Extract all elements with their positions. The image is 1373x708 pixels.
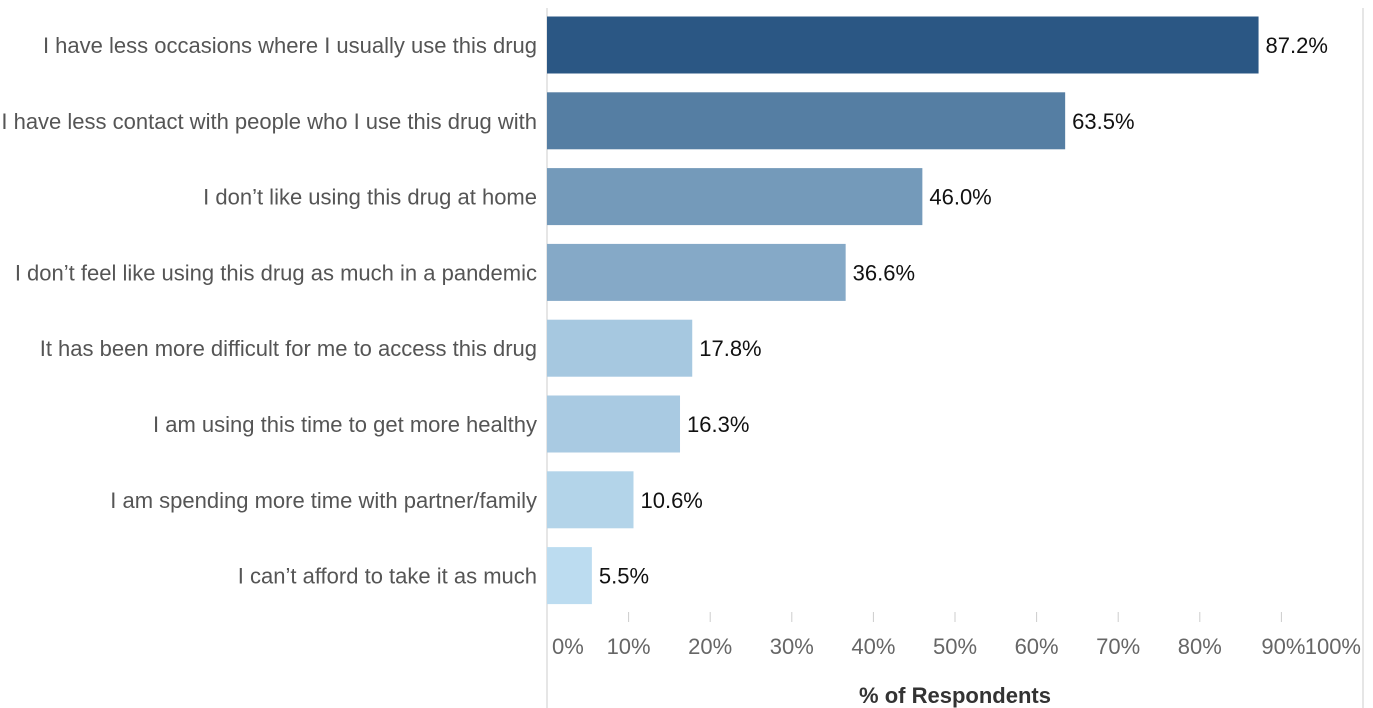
category-label: I can’t afford to take it as much [238,564,537,589]
labels: 0% 10% 20% 30% 40% 50% 60% 70% 80% 90% 100% I have … [1,33,1361,659]
x-tick-label: 50% [933,634,977,659]
x-tick-label: 100% [1305,634,1361,659]
x-tick-label: 70% [1096,634,1140,659]
category-label: I don’t feel like using this drug as muc… [15,260,537,285]
bar [547,547,592,605]
x-axis-title: % of Respondents [859,683,1051,708]
x-tick-label: 80% [1178,634,1222,659]
x-tick-label: 90% [1261,634,1305,659]
category-label: I have less occasions where I usually us… [43,33,537,58]
x-tick-label: 40% [851,634,895,659]
category-label: I am using this time to get more healthy [153,412,537,437]
data-label: 5.5% [599,564,649,589]
category-label: I am spending more time with partner/fam… [110,488,537,513]
bar [547,319,693,377]
bar [547,168,923,226]
bar [547,92,1066,150]
category-label: I don’t like using this drug at home [203,185,537,210]
bars [547,16,1259,605]
data-label: 63.5% [1072,109,1134,134]
x-tick-label: 30% [770,634,814,659]
bar [547,471,634,529]
data-label: 36.6% [853,260,915,285]
x-tick-label: 60% [1015,634,1059,659]
category-label: I have less contact with people who I us… [1,109,537,134]
data-label: 10.6% [640,488,702,513]
data-label: 17.8% [699,336,761,361]
x-tick-label: 10% [607,634,651,659]
x-tick-label: 0% [552,634,584,659]
x-tick-label: 20% [688,634,732,659]
data-label: 46.0% [929,185,991,210]
bar [547,16,1259,74]
bar [547,395,681,453]
bar [547,243,846,301]
data-label: 87.2% [1266,33,1328,58]
category-label: It has been more difficult for me to acc… [40,336,537,361]
data-label: 16.3% [687,412,749,437]
